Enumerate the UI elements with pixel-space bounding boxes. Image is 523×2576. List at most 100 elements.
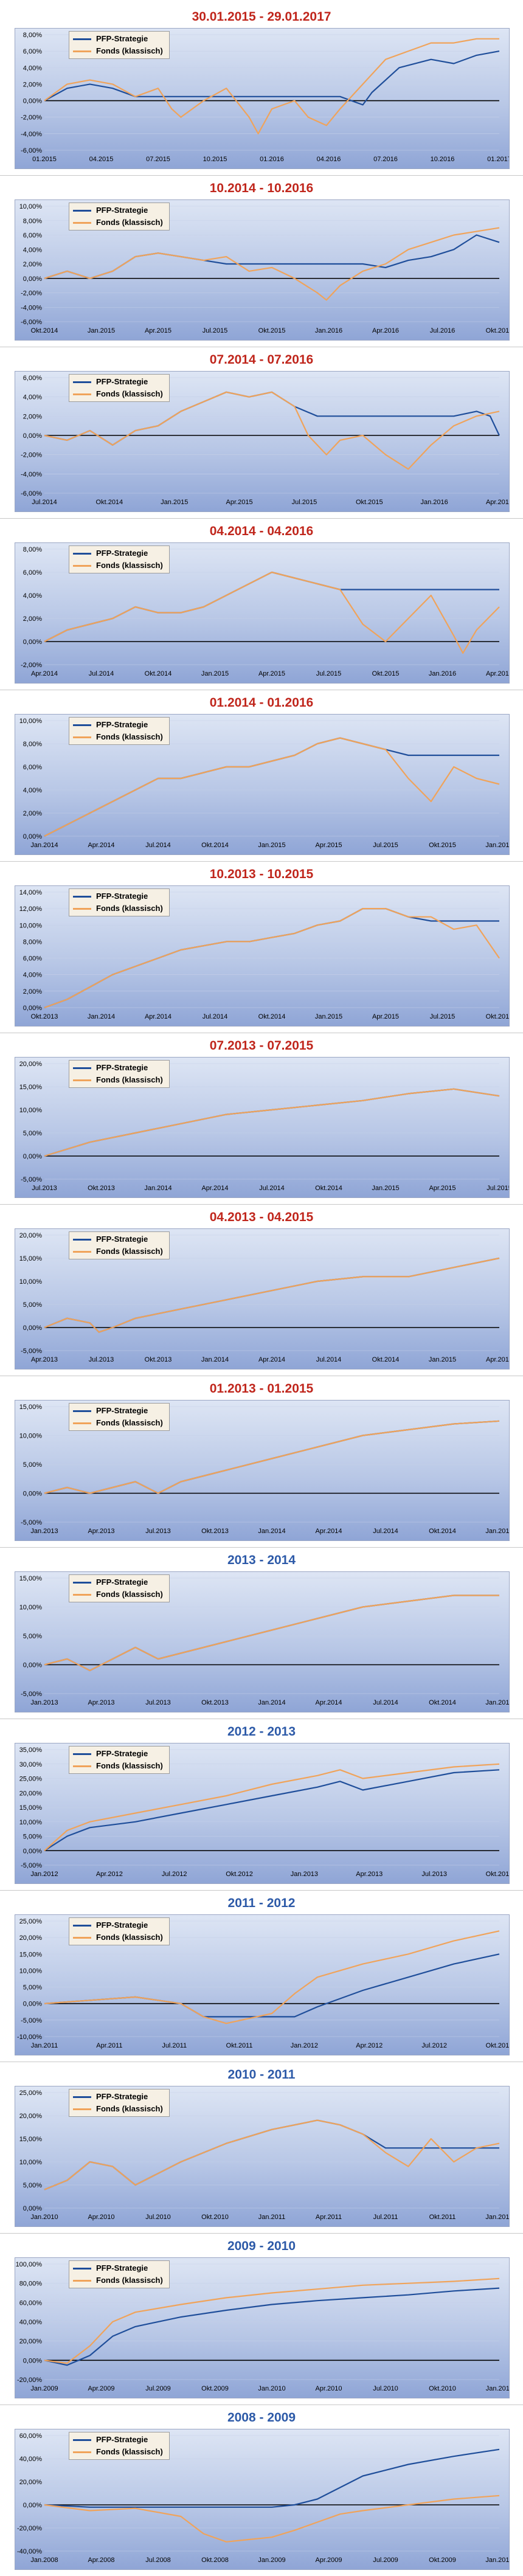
legend-entry: PFP-Strategie: [73, 2091, 163, 2103]
series-line-strategy: [44, 1953, 500, 2018]
y-tick-label: 0,00%: [23, 2502, 42, 2509]
x-tick-label: Jan.2015: [88, 327, 115, 334]
x-tick-label: Jul.2015: [203, 327, 228, 334]
line-chart-svg: 15,00% 10,00% 5,00% 0,00% -5,00%Jan.2013 Apr.…: [19, 1575, 509, 1706]
x-tick-label: Jul.2009: [145, 2385, 171, 2392]
legend-entry: PFP-Strategie: [73, 1062, 163, 1074]
chart-separator: [0, 2233, 523, 2234]
y-tick-label: 0,00%: [23, 1153, 42, 1160]
y-tick-label: 40,00%: [19, 2319, 43, 2326]
legend-swatch: [73, 381, 91, 383]
x-tick-label: Apr.2016: [486, 670, 509, 677]
x-tick-label: Jan.2013: [30, 1699, 58, 1706]
y-tick-label: 0,00%: [23, 1005, 42, 1012]
y-tick-label: 5,00%: [23, 1461, 42, 1469]
x-tick-label: Jan.2011: [258, 2214, 285, 2221]
x-tick-label: Okt.2015: [429, 842, 456, 849]
legend-label: PFP-Strategie: [96, 2092, 148, 2101]
x-tick-label: Okt.2013: [145, 1356, 172, 1363]
legend: PFP-Strategie Fonds (klassisch): [69, 2089, 170, 2117]
x-tick-label: Jul.2014: [316, 1356, 342, 1363]
y-tick-label: 5,00%: [23, 1301, 42, 1309]
x-tick-label: Jul.2015: [292, 499, 317, 506]
x-tick-label: Okt.2015: [486, 1013, 509, 1020]
legend-entry: PFP-Strategie: [73, 204, 163, 216]
x-tick-label: Jan.2015: [429, 1356, 456, 1363]
series-line-fund: [44, 1930, 500, 2024]
legend-swatch: [73, 552, 91, 555]
legend-swatch: [73, 2451, 91, 2453]
y-tick-label: -2,00%: [21, 452, 42, 459]
x-tick-label: Jan.2015: [372, 1185, 399, 1192]
legend-entry: Fonds (klassisch): [73, 2274, 163, 2287]
legend-swatch: [73, 1238, 91, 1241]
y-tick-label: 0,00%: [23, 2205, 42, 2212]
x-tick-label: Jan.2008: [30, 2557, 58, 2564]
legend-swatch: [73, 1924, 91, 1927]
x-tick-label: Okt.2010: [201, 2214, 229, 2221]
line-chart-svg: 10,00% 8,00% 6,00% 4,00% 2,00% 0,00% -2,00% -4,…: [19, 203, 509, 334]
x-tick-label: 01.2017: [487, 156, 509, 163]
x-tick-label: Jan.2009: [258, 2557, 285, 2564]
legend-label: Fonds (klassisch): [96, 1761, 163, 1770]
y-tick-label: -4,00%: [21, 304, 42, 311]
legend: PFP-Strategie Fonds (klassisch): [69, 545, 170, 573]
legend-label: Fonds (klassisch): [96, 1075, 163, 1084]
legend-entry: Fonds (klassisch): [73, 1760, 163, 1772]
legend-entry: Fonds (klassisch): [73, 1245, 163, 1258]
legend-label: PFP-Strategie: [96, 1577, 148, 1587]
legend-entry: PFP-Strategie: [73, 2434, 163, 2446]
legend-entry: Fonds (klassisch): [73, 1931, 163, 1944]
chart-title: 10.2014 - 10.2016: [209, 181, 314, 195]
y-tick-label: 30,00%: [19, 1761, 43, 1768]
plot-area: 60,00% 40,00% 20,00% 0,00% -20,00% -40,00% Jan…: [15, 2429, 510, 2570]
legend-swatch: [73, 736, 91, 738]
x-tick-label: Okt.2014: [96, 499, 123, 506]
legend-swatch: [73, 393, 91, 395]
legend-swatch: [73, 1079, 91, 1081]
y-tick-label: -2,00%: [21, 662, 42, 669]
legend-label: PFP-Strategie: [96, 1234, 148, 1244]
y-tick-label: 15,00%: [19, 1084, 43, 1091]
chart-title: 10.2013 - 10.2015: [209, 867, 314, 881]
plot-area: 35,00% 30,00% 25,00% 20,00% 15,00% 10,00% 5,00…: [15, 1743, 510, 1884]
y-tick-label: 6,00%: [23, 569, 42, 576]
plot-area: 20,00% 15,00% 10,00% 5,00% 0,00% -5,00% Jul.20…: [15, 1057, 510, 1198]
x-tick-label: Jul.2013: [145, 1528, 171, 1535]
x-tick-label: Apr.2014: [315, 1528, 342, 1535]
y-tick-label: 8,00%: [23, 938, 42, 946]
x-tick-label: Okt.2012: [486, 2042, 509, 2049]
y-tick-label: 2,00%: [23, 81, 42, 88]
x-tick-label: Okt.2014: [372, 1356, 400, 1363]
x-tick-label: Jul.2012: [162, 1871, 187, 1878]
line-chart-svg: 14,00% 12,00% 10,00% 8,00% 6,00% 4,00% 2,00% 0,…: [19, 889, 509, 1020]
x-tick-label: Okt.2009: [201, 2385, 229, 2392]
legend-swatch: [73, 1067, 91, 1069]
legend: PFP-Strategie Fonds (klassisch): [69, 1574, 170, 1602]
legend-label: PFP-Strategie: [96, 2263, 148, 2273]
legend: PFP-Strategie Fonds (klassisch): [69, 717, 170, 745]
x-tick-label: Okt.2013: [486, 1871, 509, 1878]
x-tick-label: Apr.2010: [315, 2385, 342, 2392]
legend-swatch: [73, 209, 91, 212]
y-tick-label: 4,00%: [23, 592, 42, 600]
series-line-fund: [44, 38, 499, 134]
chart-title: 2008 - 2009: [227, 2411, 296, 2425]
y-tick-label: 0,00%: [23, 1847, 42, 1855]
legend-label: PFP-Strategie: [96, 720, 148, 729]
series-line-strategy: [44, 1769, 500, 1852]
x-tick-label: Apr.2014: [315, 1699, 342, 1706]
plot-area: 10,00% 8,00% 6,00% 4,00% 2,00% 0,00% -2,00% -4,…: [15, 199, 510, 341]
x-tick-label: Jul.2015: [487, 1185, 509, 1192]
x-tick-label: Okt.2008: [201, 2557, 229, 2564]
chart-11: 2012 - 2013 35,00% 30,00% 25,00% 20,00% 15,00…: [0, 1719, 523, 1890]
y-tick-label: -5,00%: [21, 1862, 42, 1869]
y-tick-label: 15,00%: [19, 1575, 43, 1582]
legend-label: Fonds (klassisch): [96, 2447, 163, 2456]
x-tick-label: Okt.2013: [88, 1185, 115, 1192]
x-tick-label: Jul.2014: [32, 499, 57, 506]
x-tick-label: Okt.2014: [258, 1013, 286, 1020]
x-tick-label: Apr.2015: [486, 1356, 509, 1363]
y-tick-label: -5,00%: [21, 2017, 42, 2024]
x-tick-label: Apr.2014: [258, 1356, 285, 1363]
